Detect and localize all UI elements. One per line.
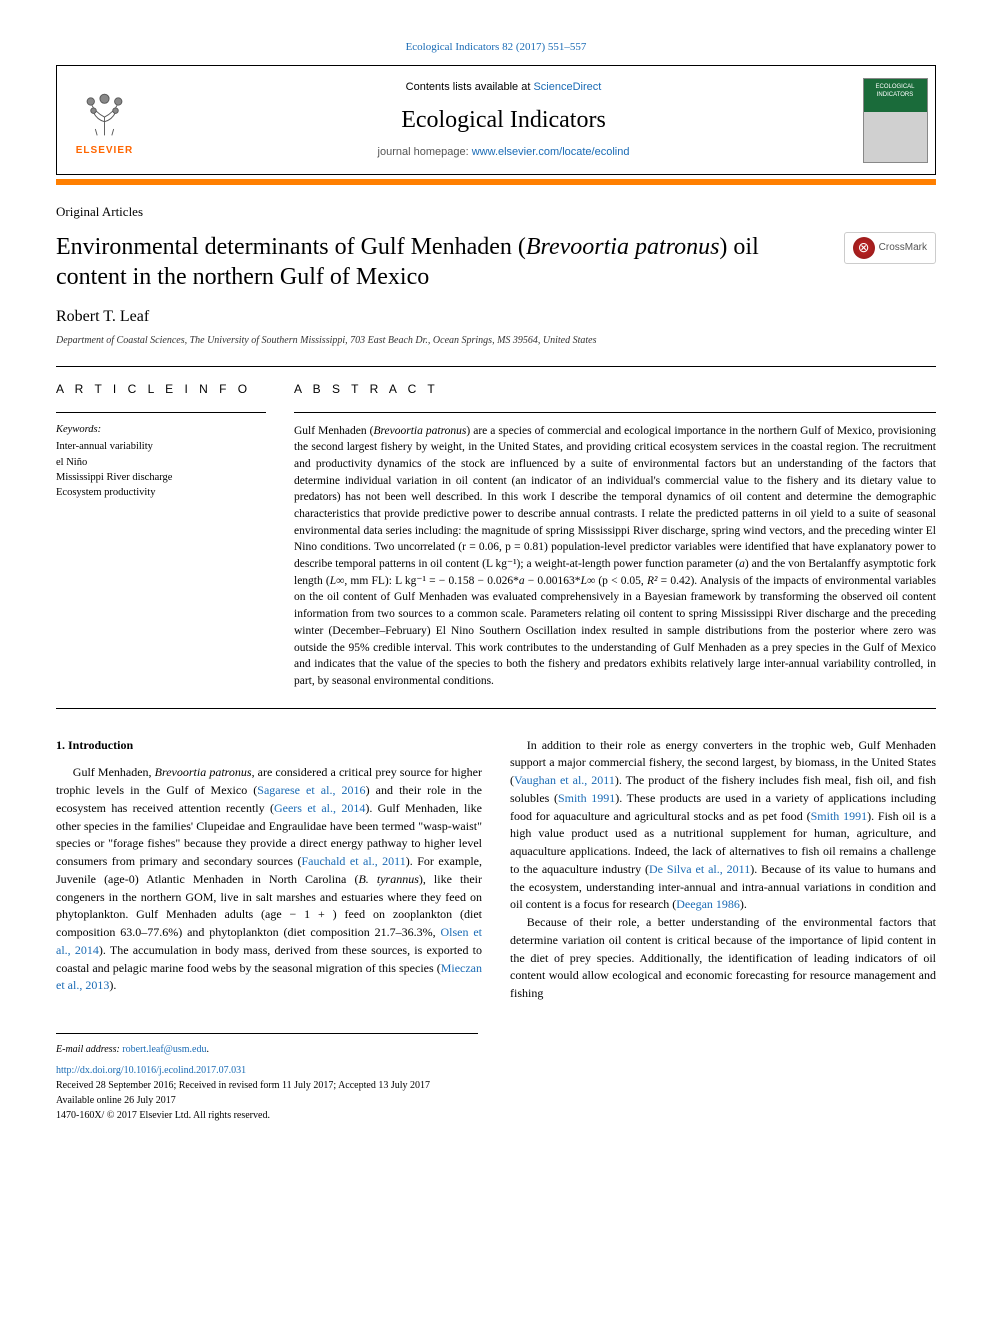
journal-homepage: journal homepage: www.elsevier.com/locat… bbox=[378, 145, 630, 160]
orange-divider bbox=[56, 179, 936, 185]
elsevier-logo: ELSEVIER bbox=[57, 66, 152, 174]
cover-thumbnail: ECOLOGICAL INDICATORS bbox=[863, 78, 928, 163]
journal-name: Ecological Indicators bbox=[401, 104, 606, 138]
journal-header: ELSEVIER Contents lists available at Sci… bbox=[56, 65, 936, 175]
divider bbox=[56, 708, 936, 709]
doi-link[interactable]: http://dx.doi.org/10.1016/j.ecolind.2017… bbox=[56, 1063, 478, 1078]
abstract-text: Gulf Menhaden (Brevoortia patronus) are … bbox=[294, 423, 936, 690]
author-name: Robert T. Leaf bbox=[56, 306, 936, 328]
crossmark-icon: ⊗ bbox=[853, 237, 875, 259]
citation-link[interactable]: Smith 1991 bbox=[558, 791, 615, 805]
body-paragraph: Gulf Menhaden, Brevoortia patronus, are … bbox=[56, 764, 482, 995]
sciencedirect-link[interactable]: ScienceDirect bbox=[533, 81, 601, 93]
elsevier-wordmark: ELSEVIER bbox=[76, 144, 133, 158]
article-info-column: A R T I C L E I N F O Keywords: Inter-an… bbox=[56, 381, 266, 690]
homepage-link[interactable]: www.elsevier.com/locate/ecolind bbox=[472, 146, 630, 158]
received-dates: Received 28 September 2016; Received in … bbox=[56, 1078, 478, 1093]
page-footer: E-mail address: robert.leaf@usm.edu. htt… bbox=[56, 1033, 478, 1123]
article-title: Environmental determinants of Gulf Menha… bbox=[56, 232, 824, 292]
journal-citation: Ecological Indicators 82 (2017) 551–557 bbox=[56, 40, 936, 55]
journal-cover: ECOLOGICAL INDICATORS bbox=[855, 66, 935, 174]
email-link[interactable]: robert.leaf@usm.edu bbox=[122, 1044, 206, 1055]
citation-link[interactable]: De Silva et al., 2011 bbox=[649, 862, 750, 876]
citation-link[interactable]: Fauchald et al., 2011 bbox=[301, 854, 405, 868]
contents-available: Contents lists available at ScienceDirec… bbox=[406, 80, 602, 95]
email-line: E-mail address: robert.leaf@usm.edu. bbox=[56, 1042, 478, 1057]
keyword: el Niño bbox=[56, 455, 266, 470]
body-paragraph: In addition to their role as energy conv… bbox=[510, 737, 936, 915]
keyword: Mississippi River discharge bbox=[56, 470, 266, 485]
article-type: Original Articles bbox=[56, 203, 936, 221]
citation-link[interactable]: Sagarese et al., 2016 bbox=[257, 783, 365, 797]
divider bbox=[294, 412, 936, 413]
citation-link[interactable]: Deegan 1986 bbox=[676, 897, 740, 911]
abstract-head: A B S T R A C T bbox=[294, 381, 936, 398]
citation-link[interactable]: Vaughan et al., 2011 bbox=[514, 773, 615, 787]
issn-copyright: 1470-160X/ © 2017 Elsevier Ltd. All righ… bbox=[56, 1108, 478, 1123]
abstract-column: A B S T R A C T Gulf Menhaden (Brevoorti… bbox=[294, 381, 936, 690]
keywords-label: Keywords: bbox=[56, 423, 266, 438]
section-heading: 1. Introduction bbox=[56, 737, 482, 755]
available-online: Available online 26 July 2017 bbox=[56, 1093, 478, 1108]
article-info-head: A R T I C L E I N F O bbox=[56, 381, 266, 398]
body-columns: 1. Introduction Gulf Menhaden, Brevoorti… bbox=[56, 737, 936, 1003]
author-affiliation: Department of Coastal Sciences, The Univ… bbox=[56, 334, 936, 348]
citation-link[interactable]: Geers et al., 2014 bbox=[274, 801, 365, 815]
crossmark-badge[interactable]: ⊗ CrossMark bbox=[844, 232, 936, 264]
citation-link[interactable]: Smith 1991 bbox=[811, 809, 867, 823]
elsevier-tree-icon bbox=[75, 82, 135, 142]
divider bbox=[56, 412, 266, 413]
keyword: Ecosystem productivity bbox=[56, 485, 266, 500]
body-paragraph: Because of their role, a better understa… bbox=[510, 914, 936, 1003]
keyword: Inter-annual variability bbox=[56, 439, 266, 454]
